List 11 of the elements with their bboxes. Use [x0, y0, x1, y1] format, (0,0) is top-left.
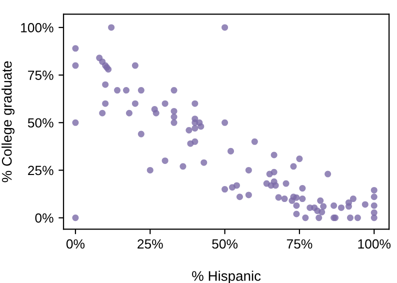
y-tick-label: 50%	[28, 118, 54, 128]
x-tick-label: 50%	[212, 239, 238, 249]
y-tick-label: 0%	[35, 213, 54, 223]
x-tick-label: 25%	[138, 239, 163, 249]
y-axis-title: % College graduate	[2, 61, 14, 182]
x-tick-label: 0%	[66, 239, 85, 249]
y-tick-label: 100%	[21, 23, 54, 32]
x-tick-label: 75%	[286, 239, 312, 249]
y-tick-label: 25%	[28, 166, 54, 176]
y-tick-label: 75%	[28, 70, 54, 80]
x-tick-label: 100%	[358, 239, 391, 249]
